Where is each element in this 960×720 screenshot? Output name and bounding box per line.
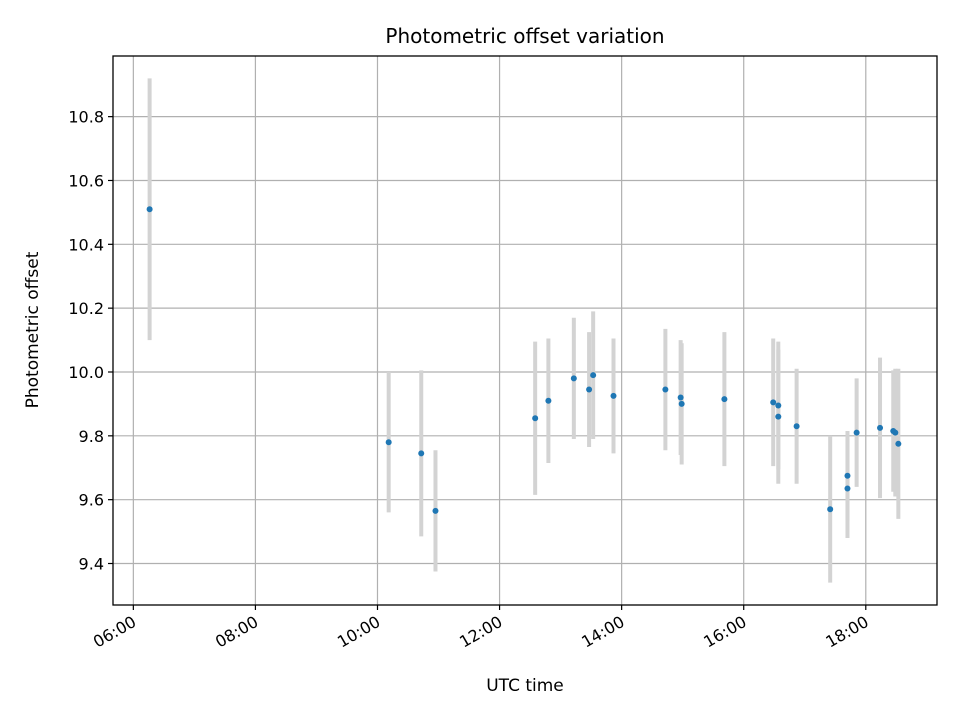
data-point (895, 440, 902, 447)
data-point (532, 415, 539, 422)
x-tick-label: 14:00 (578, 612, 627, 652)
data-point (793, 423, 800, 430)
x-tick-label: 10:00 (334, 612, 383, 652)
data-point (844, 485, 851, 492)
data-point (892, 429, 899, 436)
y-axis-ticks: 9.4 9.6 9.8 10.0 10.2 10.4 10.6 10.8 (68, 108, 113, 574)
data-point (418, 450, 425, 457)
x-axis-title: UTC time (486, 676, 564, 696)
data-point (432, 507, 439, 514)
y-tick-label: 10.8 (68, 108, 104, 127)
data-points (146, 206, 902, 514)
x-tick-label: 08:00 (212, 612, 261, 652)
y-axis-title: Photometric offset (23, 251, 43, 408)
y-tick-label: 10.6 (68, 171, 104, 190)
data-point (775, 413, 782, 420)
data-point (775, 402, 782, 409)
data-point (721, 396, 728, 403)
y-tick-label: 9.4 (79, 555, 104, 574)
y-tick-label: 9.8 (79, 427, 104, 446)
x-tick-label: 12:00 (456, 612, 505, 652)
x-tick-label: 16:00 (700, 612, 749, 652)
data-point (146, 206, 153, 213)
data-point (877, 424, 884, 431)
error-bars (147, 78, 901, 583)
data-point (570, 375, 577, 382)
y-tick-label: 10.4 (68, 235, 104, 254)
data-point (770, 399, 777, 406)
y-tick-label: 10.0 (68, 363, 104, 382)
chart-title: Photometric offset variation (385, 24, 664, 48)
grid-lines (113, 56, 937, 605)
x-axis-ticks: 06:00 08:00 10:00 12:00 14:00 16:00 18:00 (90, 605, 872, 652)
x-tick-label: 18:00 (822, 612, 871, 652)
data-point (545, 397, 552, 404)
data-point (590, 372, 597, 379)
data-point (586, 386, 593, 393)
data-point (677, 394, 684, 401)
data-point (678, 400, 685, 407)
data-point (385, 439, 392, 446)
data-point (844, 472, 851, 479)
data-point (662, 386, 669, 393)
data-point (853, 429, 860, 436)
data-point (610, 392, 617, 399)
plot-frame (112, 55, 938, 606)
data-point (827, 506, 834, 513)
y-tick-label: 10.2 (68, 299, 104, 318)
y-tick-label: 9.6 (79, 491, 104, 510)
x-tick-label: 06:00 (90, 612, 139, 652)
